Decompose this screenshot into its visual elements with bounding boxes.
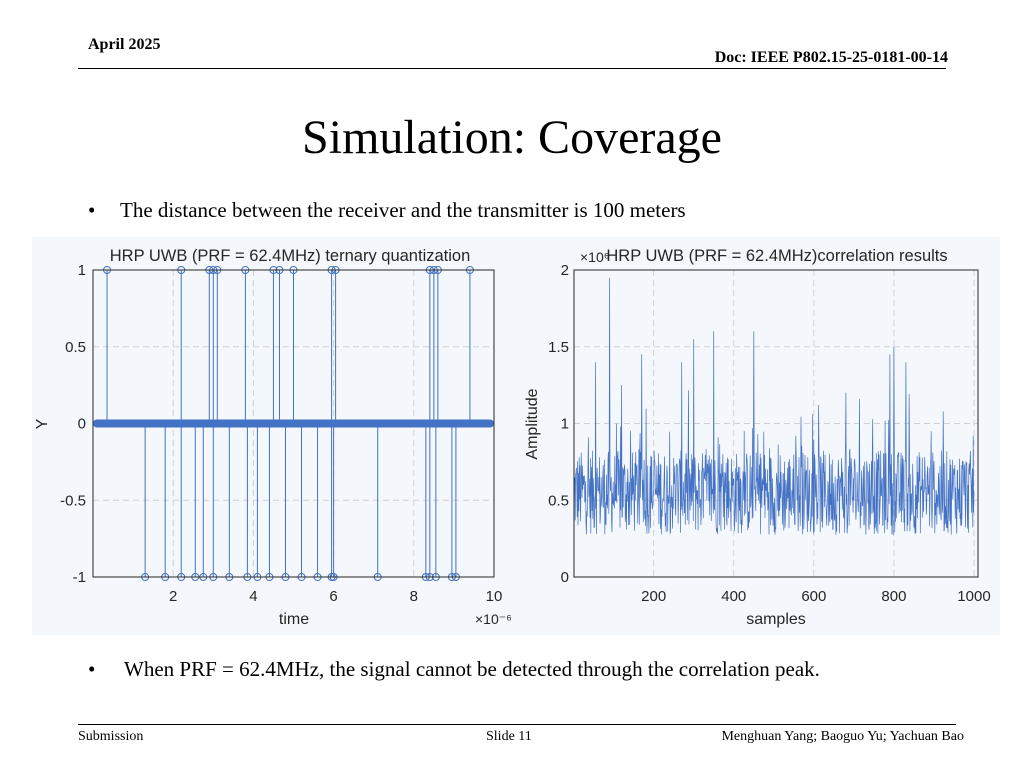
left-y-tick-label: 1 xyxy=(78,262,86,279)
bullet-1: • The distance between the receiver and … xyxy=(88,196,948,224)
header-doc-id: Doc: IEEE P802.15-25-0181-00-14 xyxy=(714,49,948,66)
right-chart-frame xyxy=(573,269,979,578)
header-rule xyxy=(78,68,946,69)
right-x-tick-label: 800 xyxy=(881,588,906,605)
left-x-tick-label: 4 xyxy=(249,588,257,605)
left-chart-x-exponent: ×10⁻⁶ xyxy=(475,611,512,627)
right-chart-ticks: 200 400 600 800 1000 0 0.5 1 1.5 2 xyxy=(548,262,991,605)
footer-submission: Submission xyxy=(78,729,144,744)
right-x-tick-label: 200 xyxy=(641,588,666,605)
left-chart-title: HRP UWB (PRF = 62.4MHz) ternary quantiza… xyxy=(110,247,471,265)
right-x-tick-label: 1000 xyxy=(957,588,990,605)
left-chart-frame xyxy=(92,269,495,578)
slide-title: Simulation: Coverage xyxy=(302,111,722,164)
bullet-2-text: When PRF = 62.4MHz, the signal cannot be… xyxy=(124,657,820,681)
footer-authors: Menghuan Yang; Baoguo Yu; Yachuan Bao xyxy=(721,729,964,744)
right-y-tick-label: 0 xyxy=(561,569,569,586)
left-zero-markers xyxy=(93,419,494,428)
simulation-figure: HRP UWB (PRF = 62.4MHz) ternary quantiza… xyxy=(32,237,1000,635)
left-y-tick-label: -1 xyxy=(73,569,86,586)
right-y-tick-label: 0.5 xyxy=(548,492,569,509)
right-chart-y-exponent: ×10⁶ xyxy=(580,249,610,265)
left-chart-data xyxy=(93,266,494,581)
left-x-tick-label: 10 xyxy=(486,588,503,605)
right-chart-data xyxy=(573,277,975,535)
right-correlation-line xyxy=(573,277,975,535)
left-chart-ticks: 2 4 6 8 10 -1 -0.5 0 0.5 1 xyxy=(60,262,502,605)
bullet-2: • When PRF = 62.4MHz, the signal cannot … xyxy=(88,655,948,683)
right-chart-title: HRP UWB (PRF = 62.4MHz)correlation resul… xyxy=(606,247,947,265)
figure-canvas: HRP UWB (PRF = 62.4MHz) ternary quantiza… xyxy=(34,247,991,628)
left-y-tick-label: -0.5 xyxy=(60,492,86,509)
header-date: April 2025 xyxy=(88,36,161,53)
left-x-tick-label: 8 xyxy=(410,588,418,605)
left-chart-ylabel: Y xyxy=(34,418,51,429)
left-x-tick-label: 6 xyxy=(329,588,337,605)
right-y-tick-label: 1 xyxy=(561,416,569,433)
left-chart-xlabel: time xyxy=(279,611,309,628)
bullet-1-text: The distance between the receiver and th… xyxy=(120,198,686,222)
bullet-dot: • xyxy=(88,198,96,222)
left-x-tick-label: 2 xyxy=(169,588,177,605)
footer-rule xyxy=(78,724,956,725)
footer-slide-number: Slide 11 xyxy=(486,729,532,744)
right-x-tick-label: 400 xyxy=(721,588,746,605)
right-x-tick-label: 600 xyxy=(801,588,826,605)
right-y-tick-label: 1.5 xyxy=(548,339,569,356)
right-chart-grid xyxy=(574,269,978,578)
right-y-tick-label: 2 xyxy=(561,262,569,279)
bullet-dot: • xyxy=(88,657,96,681)
right-chart-xlabel: samples xyxy=(746,611,806,628)
right-chart-ylabel: Amplitude xyxy=(524,388,541,459)
left-y-tick-label: 0.5 xyxy=(65,339,86,356)
left-y-tick-label: 0 xyxy=(78,416,86,433)
